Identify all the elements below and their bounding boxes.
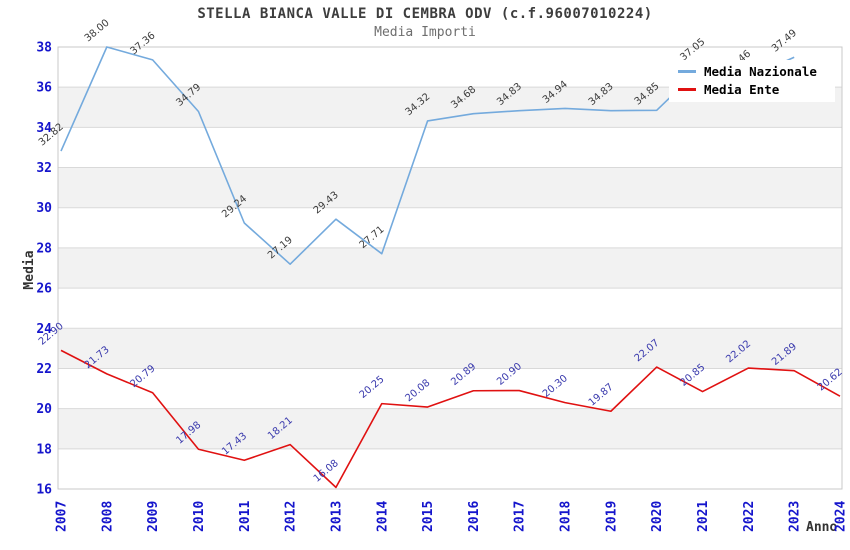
data-label: 16.08 bbox=[312, 458, 341, 485]
data-label: 19.87 bbox=[587, 382, 616, 409]
plot-band bbox=[58, 408, 842, 449]
data-label: 20.62 bbox=[816, 367, 845, 394]
x-tick-label: 2014 bbox=[375, 501, 390, 532]
x-tick-label: 2017 bbox=[513, 501, 528, 532]
y-tick-label: 38 bbox=[36, 41, 52, 56]
y-tick-label: 20 bbox=[36, 402, 52, 417]
y-tick-label: 28 bbox=[36, 241, 52, 256]
data-label: 38.00 bbox=[83, 17, 112, 44]
x-tick-label: 2011 bbox=[238, 501, 253, 532]
x-tick-label: 2020 bbox=[650, 501, 665, 532]
y-tick-label: 32 bbox=[36, 161, 52, 176]
chart-legend: Media Nazionale Media Ente bbox=[669, 60, 835, 102]
legend-item-media-ente: Media Ente bbox=[678, 82, 826, 97]
x-tick-label: 2015 bbox=[421, 501, 436, 532]
chart-title: STELLA BIANCA VALLE DI CEMBRA ODV (c.f.9… bbox=[197, 6, 653, 22]
data-label: 20.25 bbox=[358, 374, 387, 401]
x-tick-label: 2010 bbox=[192, 501, 207, 532]
plot-band bbox=[58, 167, 842, 208]
legend-item-media-nazionale: Media Nazionale bbox=[678, 64, 826, 79]
y-tick-label: 34 bbox=[36, 121, 52, 136]
media-nazionale-line-swatch bbox=[678, 70, 696, 73]
x-tick-label: 2009 bbox=[146, 501, 161, 532]
y-tick-label: 36 bbox=[36, 81, 52, 96]
x-tick-label: 2018 bbox=[559, 501, 574, 532]
plot-band bbox=[58, 328, 842, 369]
x-tick-label: 2007 bbox=[55, 501, 70, 532]
x-axis-title: Anno bbox=[806, 520, 838, 535]
x-tick-label: 2008 bbox=[100, 501, 115, 532]
x-tick-label: 2021 bbox=[696, 501, 711, 532]
data-label: 37.49 bbox=[770, 28, 799, 55]
x-tick-label: 2022 bbox=[742, 501, 757, 532]
x-tick-label: 2019 bbox=[604, 501, 619, 532]
x-tick-label: 2024 bbox=[834, 501, 849, 532]
x-tick-label: 2012 bbox=[284, 501, 299, 532]
data-label: 37.36 bbox=[129, 30, 158, 57]
y-tick-label: 22 bbox=[36, 362, 52, 377]
plot-band bbox=[58, 247, 842, 289]
media-ente-line-swatch bbox=[678, 88, 696, 91]
legend-label-media-nazionale: Media Nazionale bbox=[704, 64, 817, 79]
x-tick-label: 2013 bbox=[329, 501, 344, 532]
legend-label-media-ente: Media Ente bbox=[704, 82, 780, 97]
data-label: 20.30 bbox=[541, 373, 570, 400]
y-tick-label: 18 bbox=[36, 442, 52, 457]
series-line-media-ente bbox=[60, 349, 841, 489]
y-tick-label: 30 bbox=[36, 201, 52, 216]
plot-border bbox=[57, 46, 843, 490]
y-tick-label: 16 bbox=[36, 483, 52, 498]
x-tick-label: 2016 bbox=[467, 501, 482, 532]
data-label: 20.08 bbox=[403, 377, 432, 404]
y-tick-label: 26 bbox=[36, 282, 52, 297]
x-tick-label: 2023 bbox=[788, 501, 803, 532]
y-tick-label: 24 bbox=[36, 322, 52, 337]
chart-subtitle: Media Importi bbox=[374, 25, 476, 40]
